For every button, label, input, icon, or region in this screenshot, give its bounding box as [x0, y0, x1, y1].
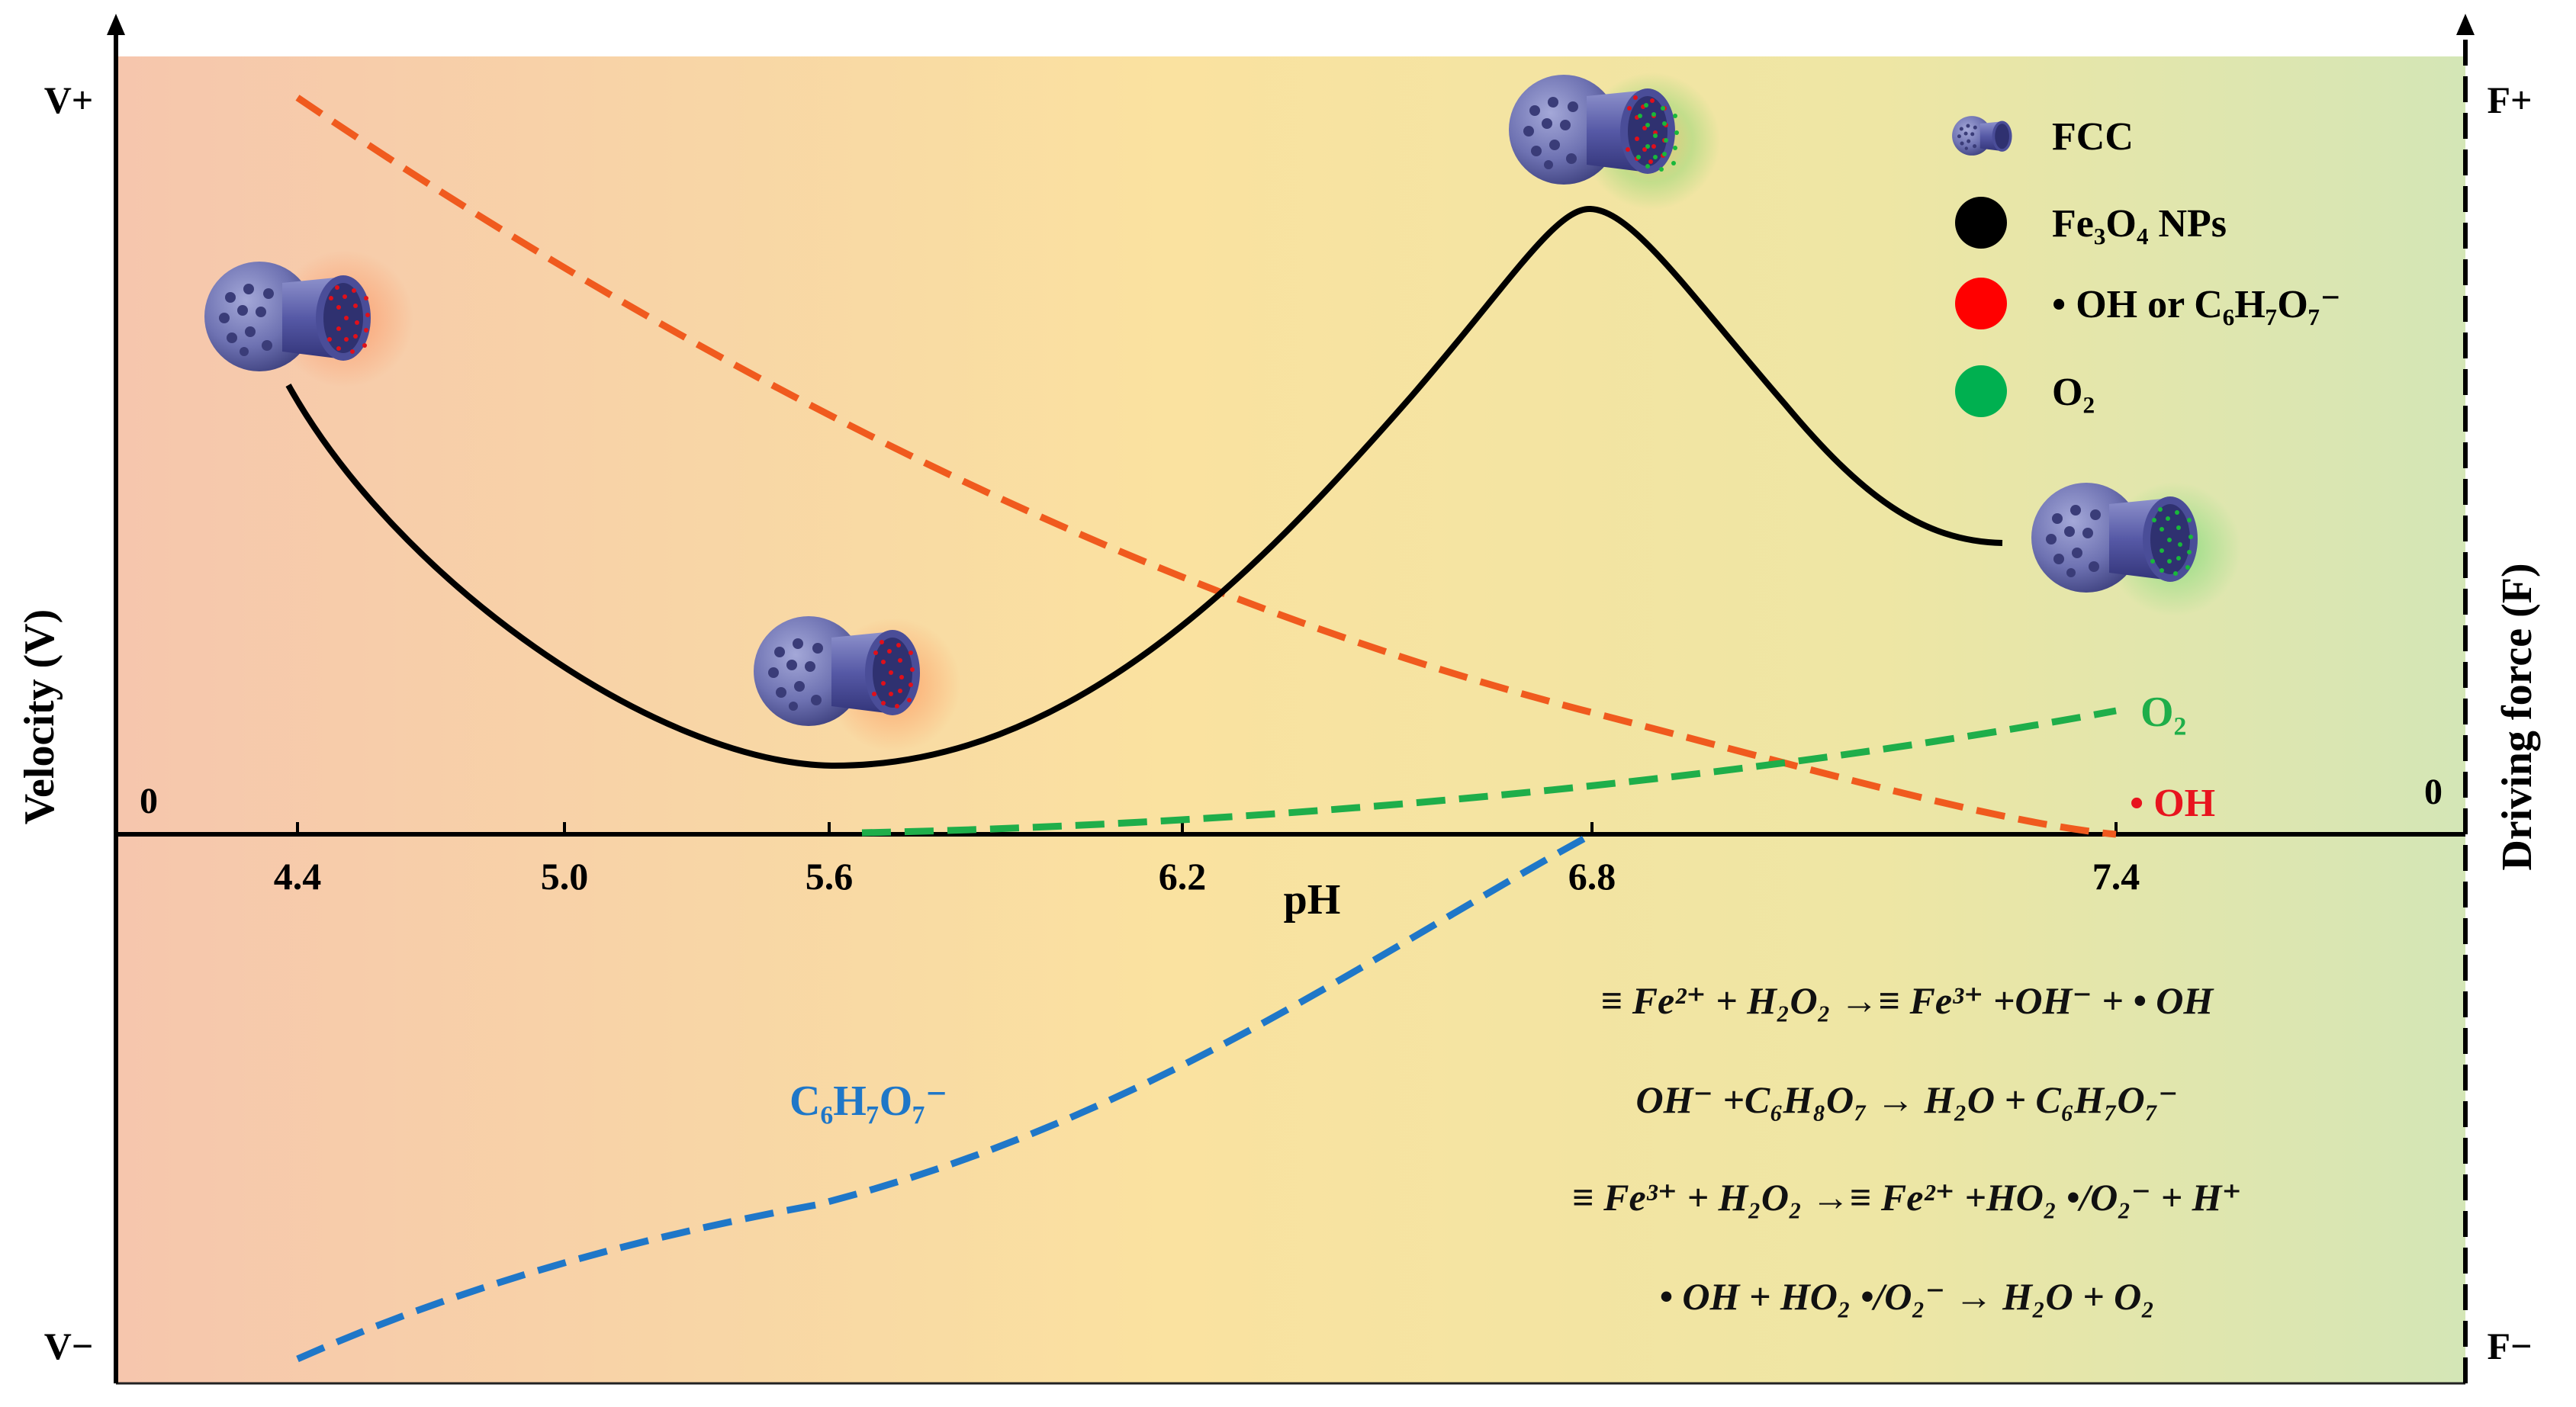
legend-label-fcc: FCC: [2052, 115, 2134, 159]
motor-ph-5-6: [754, 616, 961, 752]
citrate-curve-label: C₆H₇O₇⁻: [790, 1078, 947, 1125]
legend-label-o2: O₂: [2052, 371, 2095, 414]
label-f-minus: F−: [2487, 1325, 2532, 1367]
x-tick-label: 5.6: [806, 855, 854, 898]
motor-ph-4-4: [204, 250, 413, 387]
y-left-label: Velocity (V): [16, 609, 63, 825]
equation-3: ≡ Fe³⁺ + H₂O₂ →≡ Fe²⁺ +HO₂ •/O₂⁻ + H⁺: [1572, 1176, 2242, 1219]
equation-1: ≡ Fe²⁺ + H₂O₂ →≡ Fe³⁺ +OH⁻ + • OH: [1600, 979, 2214, 1022]
y-right-label: Driving force (F): [2494, 563, 2541, 870]
legend-label-oh-citrate: • OH or C₆H₇O₇⁻: [2052, 283, 2341, 326]
x-axis-label: pH: [1284, 876, 1341, 924]
x-tick-label: 4.4: [274, 855, 322, 898]
x-tick-label: 5.0: [541, 855, 589, 898]
oh-curve-label: • OH: [2130, 782, 2215, 825]
equation-4: • OH + HO₂ •/O₂⁻ → H₂O + O₂: [1659, 1275, 2155, 1318]
left-zero-label: 0: [140, 781, 158, 821]
velocity-curve: [285, 205, 2003, 769]
x-tick-label: 7.4: [2092, 855, 2140, 898]
left-axis-arrow-icon: [107, 14, 125, 35]
oh-driving-force-curve: [295, 95, 2117, 838]
green-dot-icon: [1955, 365, 2007, 417]
o2-curve-label: O₂: [2140, 689, 2186, 736]
motor-ph-7-4: [2031, 482, 2241, 616]
fcc-icon: [1952, 116, 2012, 156]
x-tick-labels: 4.4 5.0 5.6 6.2 6.8 7.4: [274, 855, 2140, 898]
legend: FCC Fe₃O₄ NPs • OH or C₆H₇O₇⁻ O₂: [1952, 115, 2341, 417]
right-zero-label: 0: [2424, 772, 2443, 812]
right-axis-arrow-icon: [2456, 14, 2475, 35]
equation-2: OH⁻ +C₆H₈O₇ → H₂O + C₆H₇O₇⁻: [1635, 1078, 2179, 1121]
label-v-plus: V+: [44, 79, 94, 121]
x-tick-label: 6.2: [1159, 855, 1207, 898]
motor-ph-6-8: [1509, 72, 1720, 210]
citrate-driving-force-curve: [296, 831, 1594, 1363]
black-dot-icon: [1955, 197, 2007, 249]
x-tick-marks: [296, 822, 2118, 834]
label-f-plus: F+: [2487, 79, 2532, 121]
o2-driving-force-curve: [861, 707, 2117, 837]
red-dot-icon: [1955, 278, 2007, 329]
label-v-minus: V−: [44, 1325, 94, 1367]
x-tick-label: 6.8: [1568, 855, 1616, 898]
legend-label-fe3o4: Fe₃O₄ NPs: [2052, 202, 2227, 246]
